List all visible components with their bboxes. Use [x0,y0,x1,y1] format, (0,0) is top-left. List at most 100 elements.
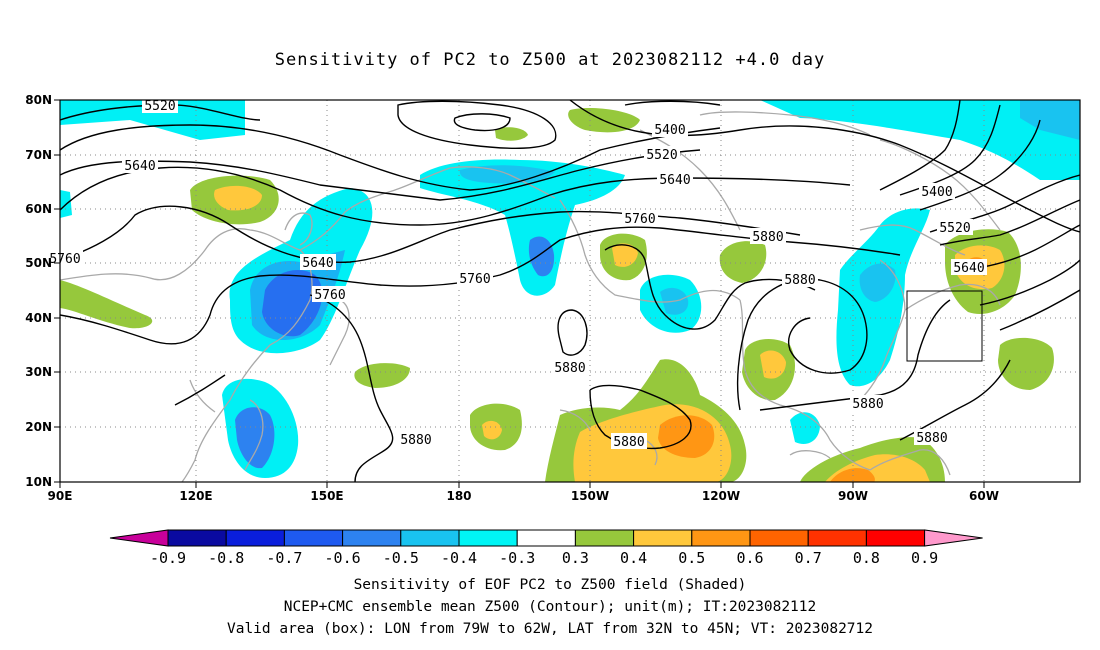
contour-label-bg [750,228,786,244]
contour-label: 5880 [554,361,585,376]
colorbar-tick-label: -0.3 [499,549,535,567]
neg-region-ne-blue [1020,100,1080,140]
contour-label: 5400 [654,123,685,138]
neg-region-sw-blue [235,407,275,469]
colorbar: -0.9 -0.8 -0.7 -0.6 -0.5 -0.4 -0.3 0.3 0.4 0.5 0.6… [109,529,983,567]
contour-label: 5760 [459,272,490,287]
lat-axis: 80N 70N 60N 50N 40N 30N 20N 10N [25,93,60,489]
pos-region-1y [214,185,262,211]
caption-line-1: Sensitivity of EOF PC2 to Z500 field (Sh… [353,577,747,593]
pos-region-4y [612,243,638,267]
pos-region-6y [760,350,786,379]
colorbar-tick-label: -0.7 [266,549,302,567]
lon-label: 90E [48,489,73,503]
neg-region-wpac-light [250,250,345,340]
colorbar-tick-label: -0.6 [325,549,361,567]
plot-title: Sensitivity of PC2 to Z500 at 2023082112… [274,50,826,70]
lat-label: 60N [25,202,52,216]
lon-axis: 90E 120E 150E 180 150W 120W 90W 60W [48,482,999,503]
contour-label-bg [937,219,973,235]
colorbar-swatch [807,529,867,547]
contour-label-bg [457,270,493,286]
lon-label: 120E [179,489,212,503]
colorbar-tick-label: 0.9 [911,549,938,567]
colorbar-swatch [749,529,809,547]
contour-label-bg [142,97,178,113]
pos-region-3 [495,127,528,141]
contour-label-bg [312,286,348,302]
caption-line-2: NCEP+CMC ensemble mean Z500 (Contour); u… [283,599,817,615]
contour-label: 5640 [302,256,333,271]
contour-label: 5640 [124,159,155,174]
lat-label: 70N [25,148,52,162]
lat-label: 50N [25,256,52,270]
valid-area-box [906,290,983,362]
z500-contours [60,100,1080,482]
contour-label-bg [850,395,886,411]
contour-label-bg [622,210,658,226]
contour-label-bg [782,271,818,287]
colorbar-tick-label: 0.5 [678,549,705,567]
colorbar-swatch [516,529,576,547]
contour-label: 5880 [852,397,883,412]
lon-label: 60W [969,489,999,503]
lat-label: 20N [25,420,52,434]
grid [60,100,1080,482]
coastlines [60,111,1001,482]
contour-label: 5760 [49,252,80,267]
colorbar-tick-label: 0.7 [795,549,822,567]
pos-region-5 [719,241,767,283]
contour-label: 5880 [400,433,431,448]
contour-label: 5400 [921,185,952,200]
contour-label: 5640 [659,173,690,188]
sensitivity-shading [60,100,1080,482]
contour-label-bg [398,431,434,447]
contour-labels: 5520 5400 5520 5640 5400 5520 5640 5760 5640 5760… [47,97,987,450]
lon-label: 180 [446,489,471,503]
contour-label-bg [122,157,158,173]
colorbar-swatch [458,529,518,547]
pos-region-10o [830,468,875,482]
contour-label: 5520 [939,221,970,236]
neg-region-npac [420,159,625,296]
colorbar-swatch [865,529,926,547]
colorbar-right-arrow [924,529,983,547]
colorbar-tick-label: -0.4 [441,549,477,567]
colorbar-tick-label: -0.9 [150,549,186,567]
lat-label: 40N [25,311,52,325]
colorbar-tick-label: 0.4 [620,549,647,567]
lat-label: 80N [25,93,52,107]
contour-label-bg [652,121,688,137]
colorbar-swatch [574,529,635,547]
map-frame [59,99,1081,483]
contour-label-bg [47,250,83,266]
colorbar-tick-label: 0.3 [562,549,589,567]
contour-label: 5760 [624,212,655,227]
contour-label: 5880 [752,230,783,245]
neg-region-ne [760,100,1080,180]
contour-label-bg [300,254,336,270]
neg-region-nw [60,100,245,140]
figure-caption: Sensitivity of EOF PC2 to Z500 field (Sh… [0,574,1100,640]
contour-label-bg [919,183,955,199]
pos-region-12 [998,337,1054,390]
lon-label: 90W [838,489,868,503]
contour-label-bg [644,146,680,162]
lon-label: 150E [310,489,343,503]
contour-label: 5880 [784,273,815,288]
lat-label: 10N [25,475,52,489]
lat-label: 30N [25,365,52,379]
colorbar-swatch [400,529,460,547]
contour-label-bg [611,433,647,449]
lon-label: 120W [702,489,740,503]
contour-label-bg [951,259,987,275]
pos-region-west-edge [60,280,153,329]
contour-label: 5760 [314,288,345,303]
neg-region-npac-blue2 [528,236,555,277]
contour-label: 5640 [953,261,984,276]
colorbar-swatch [283,529,344,547]
colorbar-swatch [167,529,227,547]
caption-line-3: Valid area (box): LON from 79W to 62W, L… [226,621,873,637]
neg-region-east-blue [859,263,896,302]
